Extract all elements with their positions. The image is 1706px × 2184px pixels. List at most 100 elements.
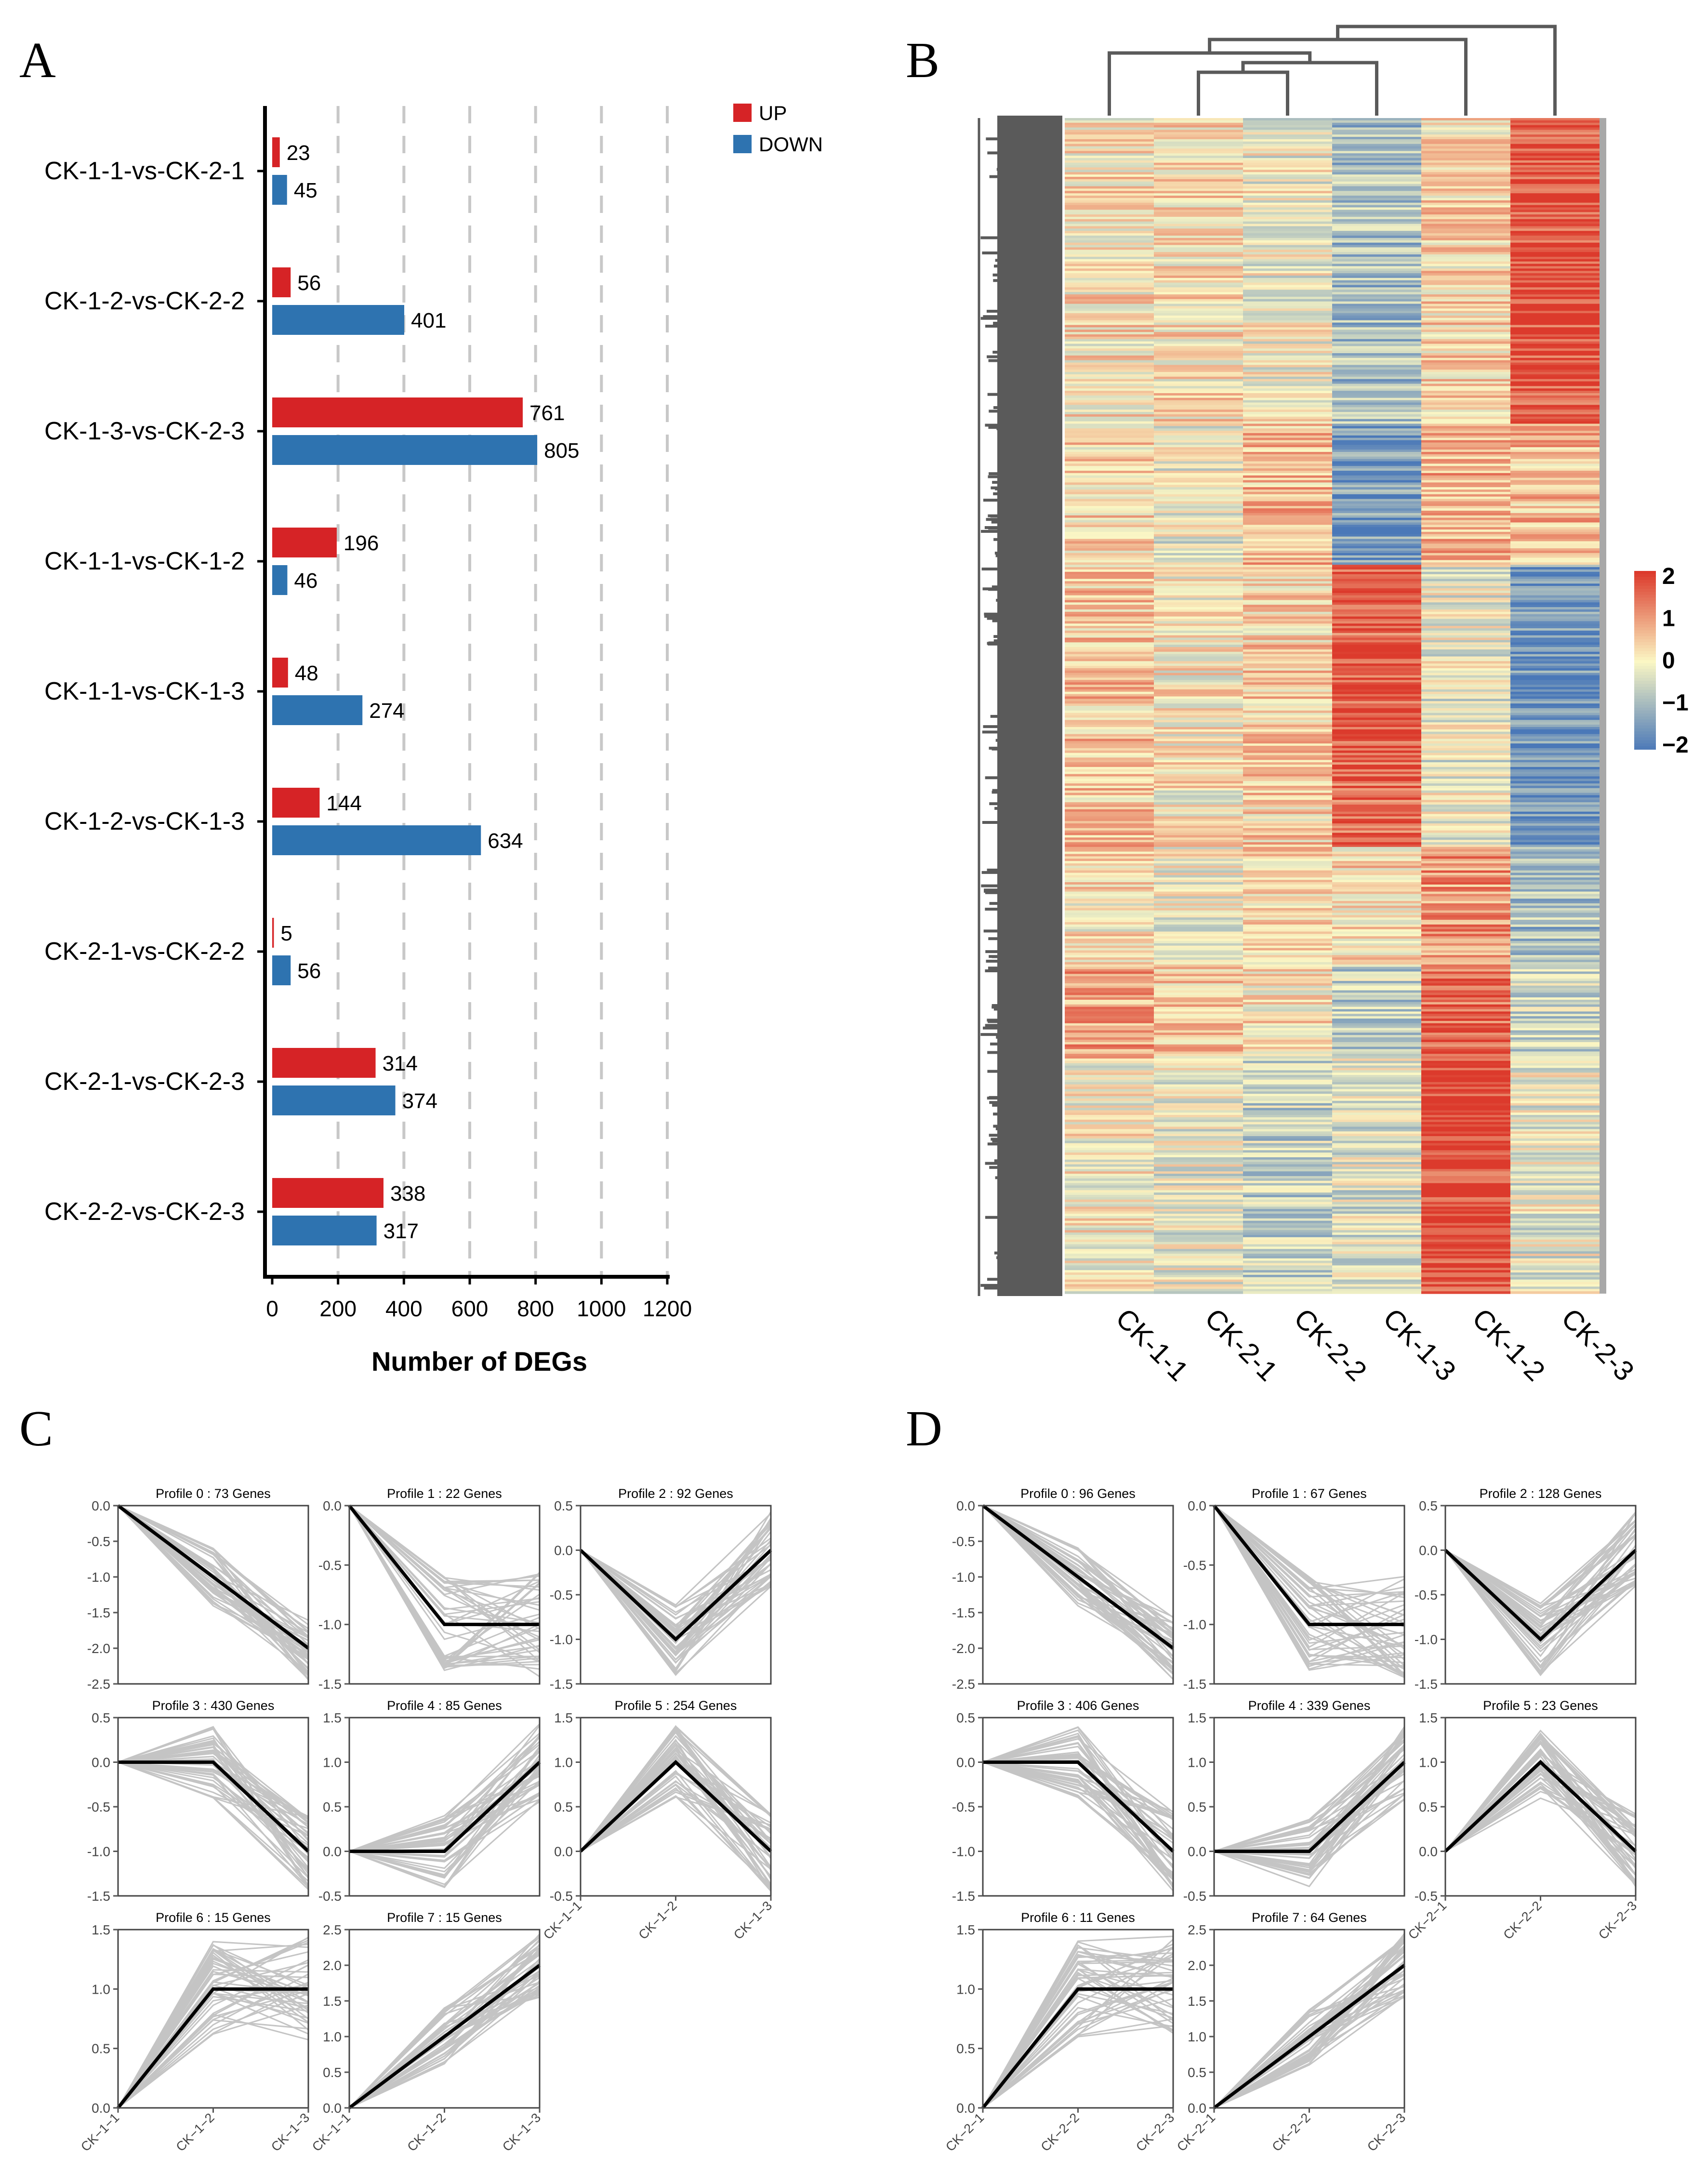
heatmap-cell (1065, 590, 1154, 594)
heatmap-cell (1332, 1068, 1422, 1071)
heatmap-cell (1510, 529, 1600, 532)
heatmap-cell (1065, 1084, 1154, 1087)
heatmap-cell (1154, 1065, 1243, 1069)
heatmap-cell (1332, 221, 1422, 225)
heatmap-cell (1332, 633, 1422, 636)
heatmap-cell (1243, 1256, 1333, 1259)
x-tick-label: CK−2−1 (1405, 1898, 1449, 1942)
heatmap-cell (1154, 256, 1243, 260)
heatmap-cell (1065, 424, 1154, 426)
heatmap-cell (1332, 285, 1422, 288)
heatmap-cell (1510, 1228, 1600, 1231)
heatmap-border (1600, 118, 1606, 1294)
heatmap-cell (1421, 979, 1511, 981)
heatmap-cell (1065, 1138, 1154, 1141)
heatmap-cell (1421, 193, 1511, 196)
profile-mean-line (117, 1987, 308, 2109)
heatmap-cell (1510, 522, 1600, 525)
heatmap-column (1154, 118, 1243, 1294)
heatmap-cell (1510, 1204, 1600, 1207)
heatmap-cell (1154, 410, 1243, 412)
heatmap-cell (1510, 482, 1600, 485)
heatmap-cell (1332, 917, 1422, 920)
heatmap-cell (1065, 414, 1154, 417)
heatmap-cell (1332, 224, 1422, 227)
heatmap-cell (1243, 236, 1333, 238)
heatmap-cell (1154, 673, 1243, 676)
heatmap-cell (1332, 447, 1422, 450)
heatmap-cell (1065, 541, 1154, 544)
heatmap-cell (1243, 1235, 1333, 1238)
profile-title: Profile 1 : 22 Genes (387, 1486, 502, 1501)
heatmap-cell (1243, 357, 1333, 361)
heatmap-cell (1154, 238, 1243, 241)
heatmap-cell (1332, 745, 1422, 749)
heatmap-cell (1421, 560, 1511, 563)
heatmap-cell (1421, 903, 1511, 906)
heatmap-cell (1154, 736, 1243, 739)
heatmap-cell (1243, 1211, 1333, 1214)
heatmap-cell (1421, 1075, 1511, 1078)
heatmap-cell (1243, 851, 1333, 855)
panel-label-c: C (19, 1400, 53, 1456)
heatmap-cell (1154, 576, 1243, 580)
heatmap-cell (1065, 1023, 1154, 1026)
heatmap-cell (1510, 1046, 1600, 1050)
heatmap-cell (1154, 600, 1243, 603)
heatmap-cell (1154, 1291, 1243, 1294)
bar-down (272, 1216, 377, 1245)
heatmap-cell (1065, 960, 1154, 963)
heatmap-cell (1332, 386, 1422, 389)
gene-traces (1213, 1505, 1405, 1678)
heatmap-cell (1243, 720, 1333, 723)
heatmap-cell (1065, 614, 1154, 617)
heatmap-cell (1421, 607, 1511, 610)
heatmap-cell (1421, 628, 1511, 631)
heatmap-cell (1421, 748, 1511, 751)
heatmap-cell (1065, 1032, 1154, 1035)
heatmap-cell (1510, 828, 1600, 831)
heatmap-cell (1332, 184, 1422, 187)
heatmap-cell (1065, 1115, 1154, 1118)
heatmap-cell (1332, 691, 1422, 695)
heatmap-cell (1065, 245, 1154, 248)
heatmap-cell (1243, 659, 1333, 662)
heatmap-cell (1243, 985, 1333, 989)
heatmap-cell (1421, 809, 1511, 812)
heatmap-cell (1154, 1251, 1243, 1254)
heatmap-cell (1065, 847, 1154, 850)
heatmap-cell (1421, 1270, 1511, 1273)
heatmap-cell (1065, 1188, 1154, 1191)
heatmap-cell (1421, 346, 1511, 349)
heatmap-cell (1243, 334, 1333, 337)
heatmap-cell (1510, 188, 1600, 191)
heatmap-cell (1421, 1020, 1511, 1024)
heatmap-cell (1154, 313, 1243, 316)
heatmap-cell (1065, 461, 1154, 464)
heatmap-cell (1154, 1277, 1243, 1280)
heatmap-cell (1510, 635, 1600, 638)
heatmap-column-label: CK-1-1 (1110, 1302, 1194, 1387)
colorbar-step (1634, 645, 1656, 649)
heatmap-cell (1065, 346, 1154, 349)
heatmap-cell (1421, 659, 1511, 662)
heatmap-cell (1332, 1272, 1422, 1275)
heatmap-cell (1243, 327, 1333, 330)
heatmap-cell (1154, 828, 1243, 831)
heatmap-cell (1332, 993, 1422, 995)
heatmap-cell (1421, 534, 1511, 537)
heatmap-cell (1154, 894, 1243, 897)
heatmap-cell (1510, 325, 1600, 328)
heatmap-cell (1065, 971, 1154, 974)
heatmap-cell (1510, 844, 1600, 847)
y-tick-label: 1.5 (554, 1710, 573, 1725)
heatmap-cell (1510, 593, 1600, 596)
heatmap-cell (1243, 482, 1333, 485)
heatmap-cell (1510, 633, 1600, 636)
heatmap-cell (1154, 990, 1243, 993)
profile-chart: Profile 7 : 15 Genes2.52.01.51.00.50.0CK… (309, 1910, 543, 2154)
heatmap-cell (1243, 640, 1333, 643)
heatmap-cell (1243, 1091, 1333, 1094)
heatmap-cell (1243, 216, 1333, 220)
heatmap-cell (1154, 1225, 1243, 1228)
